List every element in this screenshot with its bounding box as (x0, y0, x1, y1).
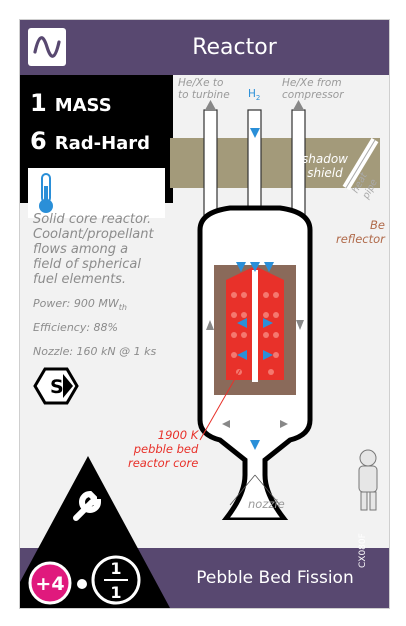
h2-text: H (248, 88, 256, 100)
power-subscript: th (118, 303, 127, 313)
center-channel (252, 270, 258, 382)
therm-numerator: 1 (110, 559, 121, 578)
mass-label: MASS (54, 95, 112, 116)
wrench-icon (73, 490, 102, 521)
description-line: Solid core reactor. (33, 212, 152, 227)
label-line: reflector (336, 232, 385, 246)
nozzle-spec: Nozzle: 160 kN @ 1 ks (33, 345, 157, 358)
thermometer-box (28, 168, 165, 218)
label-line: to turbine (178, 89, 230, 101)
description-line: flows among a (33, 242, 129, 257)
card-title: Reactor (192, 35, 277, 60)
type-s-hexagon-icon: S (33, 367, 79, 405)
h2-subscript: 2 (255, 94, 261, 103)
rad-hard-value: 6 (30, 127, 47, 155)
label-line: 1900 K (157, 428, 199, 442)
label-line: reactor core (128, 456, 199, 470)
label-line: He/Xe from (282, 77, 342, 89)
rad-hard-label: Rad-Hard (54, 133, 151, 154)
build-cost: +4 (35, 573, 64, 595)
astronaut-figure (358, 449, 378, 511)
thermometer-icon (39, 173, 53, 213)
rad-hard-stat: 6 Rad-Hard (30, 127, 150, 155)
shadow-shield-label: shadow shield (302, 152, 348, 180)
label-line: compressor (282, 89, 344, 101)
build-cost-circle (28, 561, 72, 605)
be-reflector-label: Be reflector (336, 218, 385, 246)
title-bar: Reactor (20, 20, 389, 75)
card-code: CX080F (358, 533, 368, 568)
label-line: shield (307, 166, 343, 180)
therm-denominator: 1 (110, 583, 121, 602)
power-text: Power: 900 MW (33, 297, 119, 310)
label-line: pebble bed (133, 442, 199, 456)
therm-circle (91, 555, 141, 605)
stats-box: 1 MASS 6 Rad-Hard (20, 75, 173, 218)
label-line: He/Xe to (178, 77, 224, 89)
label-line: Be (369, 218, 385, 232)
flow-arrows (205, 100, 304, 428)
he-xe-turbine-label: He/Xe to to turbine (178, 77, 230, 101)
sine-wave-icon (28, 28, 66, 66)
h2-label: H2 (248, 88, 260, 104)
build-cost-panel: +4 1 1 (20, 456, 170, 608)
label-line: shadow (302, 152, 348, 166)
power-spec: Power: 900 MWth (33, 297, 233, 312)
card: Reactor 1 MASS 6 Rad-Hard Solid core react… (19, 19, 390, 609)
he-xe-compressor-label: He/Xe from compressor (282, 77, 344, 101)
mass-stat: 1 MASS (30, 89, 112, 117)
type-badge: S (50, 376, 64, 398)
description: Solid core reactor. Coolant/propellant f… (33, 212, 208, 287)
nozzle-label: nozzle (248, 497, 285, 511)
description-line: field of spherical (33, 257, 141, 272)
card-name: Pebble Bed Fission (196, 568, 354, 588)
mass-value: 1 (30, 89, 47, 117)
coolant-arrows (236, 128, 274, 450)
separator-dot (77, 579, 87, 589)
pipe-turbine (203, 109, 218, 226)
core-label: 1900 K pebble bed reactor core (128, 428, 198, 470)
efficiency-spec: Efficiency: 88% (33, 321, 118, 334)
description-line: fuel elements. (33, 272, 127, 287)
reactor-diagram (170, 100, 380, 520)
description-line: Coolant/propellant (33, 227, 154, 242)
